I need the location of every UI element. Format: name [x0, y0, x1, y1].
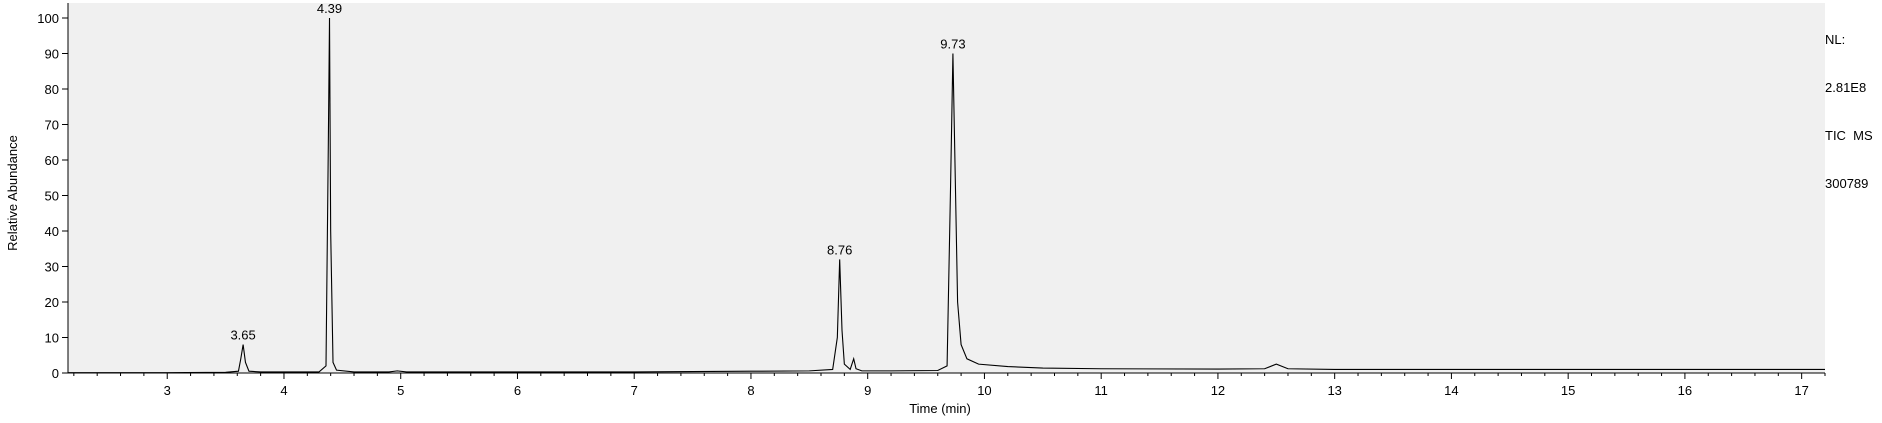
x-axis-label: Time (min) — [909, 401, 971, 416]
y-tick-label: 80 — [45, 82, 59, 97]
plot-background — [68, 3, 1825, 373]
tic-trace-line — [68, 17, 1825, 374]
x-tick-label: 7 — [631, 383, 638, 398]
x-tick-label: 15 — [1561, 383, 1575, 398]
y-tick-label: 70 — [45, 118, 59, 133]
y-tick-label: 40 — [45, 224, 59, 239]
y-tick-label: 20 — [45, 295, 59, 310]
x-tick-label: 13 — [1327, 383, 1341, 398]
y-tick-label: 100 — [37, 11, 59, 26]
y-axis-ticks: 0 10 20 30 40 50 60 70 80 90 100 — [37, 11, 68, 381]
y-tick-label: 50 — [45, 189, 59, 204]
y-tick-label: 10 — [45, 331, 59, 346]
peak-annotations: 3.65 4.39 8.76 9.73 — [230, 1, 965, 343]
y-axis-label: Relative Abundance — [5, 135, 20, 251]
x-tick-label: 11 — [1094, 383, 1108, 398]
x-tick-label: 3 — [164, 383, 171, 398]
scan-filter: TIC MS — [1825, 128, 1873, 143]
x-tick-label: 4 — [280, 383, 287, 398]
y-tick-label: 60 — [45, 153, 59, 168]
x-tick-label: 10 — [977, 383, 991, 398]
peak-label: 3.65 — [230, 328, 255, 343]
y-tick-label: 90 — [45, 47, 59, 62]
sample-id: 300789 — [1825, 176, 1869, 191]
nl-value: 2.81E8 — [1825, 80, 1867, 95]
nl-label: NL: — [1825, 32, 1846, 47]
x-tick-label: 17 — [1794, 383, 1808, 398]
peak-label: 4.39 — [317, 1, 342, 16]
peak-label: 8.76 — [827, 242, 852, 257]
x-tick-label: 6 — [514, 383, 521, 398]
y-tick-label: 30 — [45, 260, 59, 275]
y-tick-label: 0 — [52, 366, 59, 381]
x-tick-label: 12 — [1211, 383, 1225, 398]
x-tick-label: 9 — [864, 383, 871, 398]
x-tick-label: 8 — [747, 383, 754, 398]
x-tick-label: 5 — [397, 383, 404, 398]
x-tick-label: 14 — [1444, 383, 1458, 398]
peak-label: 9.73 — [940, 37, 965, 52]
x-axis-ticks: 3 4 5 6 7 8 9 10 11 12 13 14 15 16 17 — [73, 373, 1826, 398]
info-block: NL: 2.81E8 TIC MS 300789 — [1825, 0, 1873, 208]
x-tick-label: 16 — [1678, 383, 1692, 398]
